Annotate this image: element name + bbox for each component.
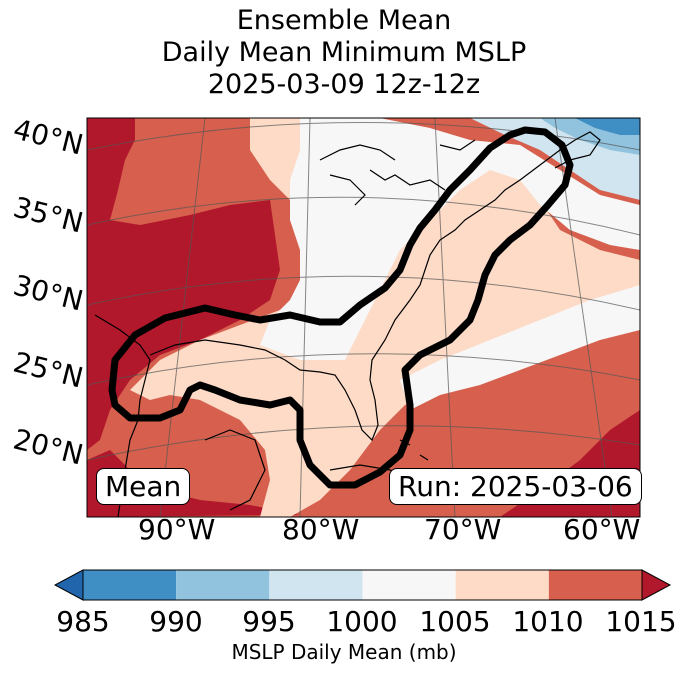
- meridian-70W: [434, 118, 456, 517]
- colorbar-over-arrow: [641, 569, 672, 601]
- colorbar-bin-1000-1005: [362, 570, 456, 600]
- lon-label-70w: 70°W: [424, 513, 502, 546]
- parallel-40N: [87, 122, 640, 151]
- ensemble-contour: [108, 126, 574, 489]
- colorbar-tick-995: 995: [242, 605, 296, 638]
- colorbar-tick-1015: 1015: [605, 605, 677, 638]
- colorbar-label: MSLP Daily Mean (mb): [231, 640, 457, 664]
- lon-label-80w: 80°W: [282, 513, 360, 546]
- colorbar-tick-1000: 1000: [326, 605, 398, 638]
- parallel-25N: [87, 353, 640, 386]
- title-line-3: 2025-03-09 12z-12z: [207, 69, 481, 100]
- colorbar-tick-985: 985: [56, 605, 110, 638]
- field-band-over-1015-west: [87, 118, 280, 450]
- colorbar-bin-995-1000: [269, 570, 363, 600]
- field-band-1000-1005: [260, 118, 640, 360]
- colorbar-under-arrow: [53, 569, 84, 601]
- stat-label-box: Mean: [96, 468, 191, 505]
- parallel-20N: [87, 425, 640, 461]
- colorbar-bin-985-990: [83, 570, 177, 600]
- field-band-1005-1010: [130, 118, 640, 517]
- run-label-box: Run: 2025-03-06: [389, 468, 642, 505]
- colorbar-tick-1010: 1010: [512, 605, 584, 638]
- map-frame: [86, 117, 641, 518]
- pressure-field: [87, 118, 640, 517]
- parallel-30N: [87, 275, 640, 311]
- title-line-1: Ensemble Mean: [236, 5, 452, 36]
- meridian-90W: [159, 118, 206, 517]
- colorbar-bin-1010-1015: [548, 570, 642, 600]
- colorbar-bin-990-995: [176, 570, 270, 600]
- lon-label-60w: 60°W: [563, 513, 641, 546]
- coast-great-lakes: [319, 139, 476, 206]
- colorbar: [53, 569, 672, 601]
- coast-yucatan: [204, 429, 266, 511]
- colorbar-frame: [82, 569, 643, 601]
- lon-label-90w: 90°W: [138, 513, 216, 546]
- title-line-2: Daily Mean Minimum MSLP: [161, 37, 527, 68]
- field-band-1000-1005-east: [400, 285, 640, 410]
- colorbar-tick-990: 990: [149, 605, 203, 638]
- colorbar-tick-1005: 1005: [419, 605, 491, 638]
- field-band-985-990: [575, 118, 640, 135]
- colorbar-bin-1005-1010: [455, 570, 549, 600]
